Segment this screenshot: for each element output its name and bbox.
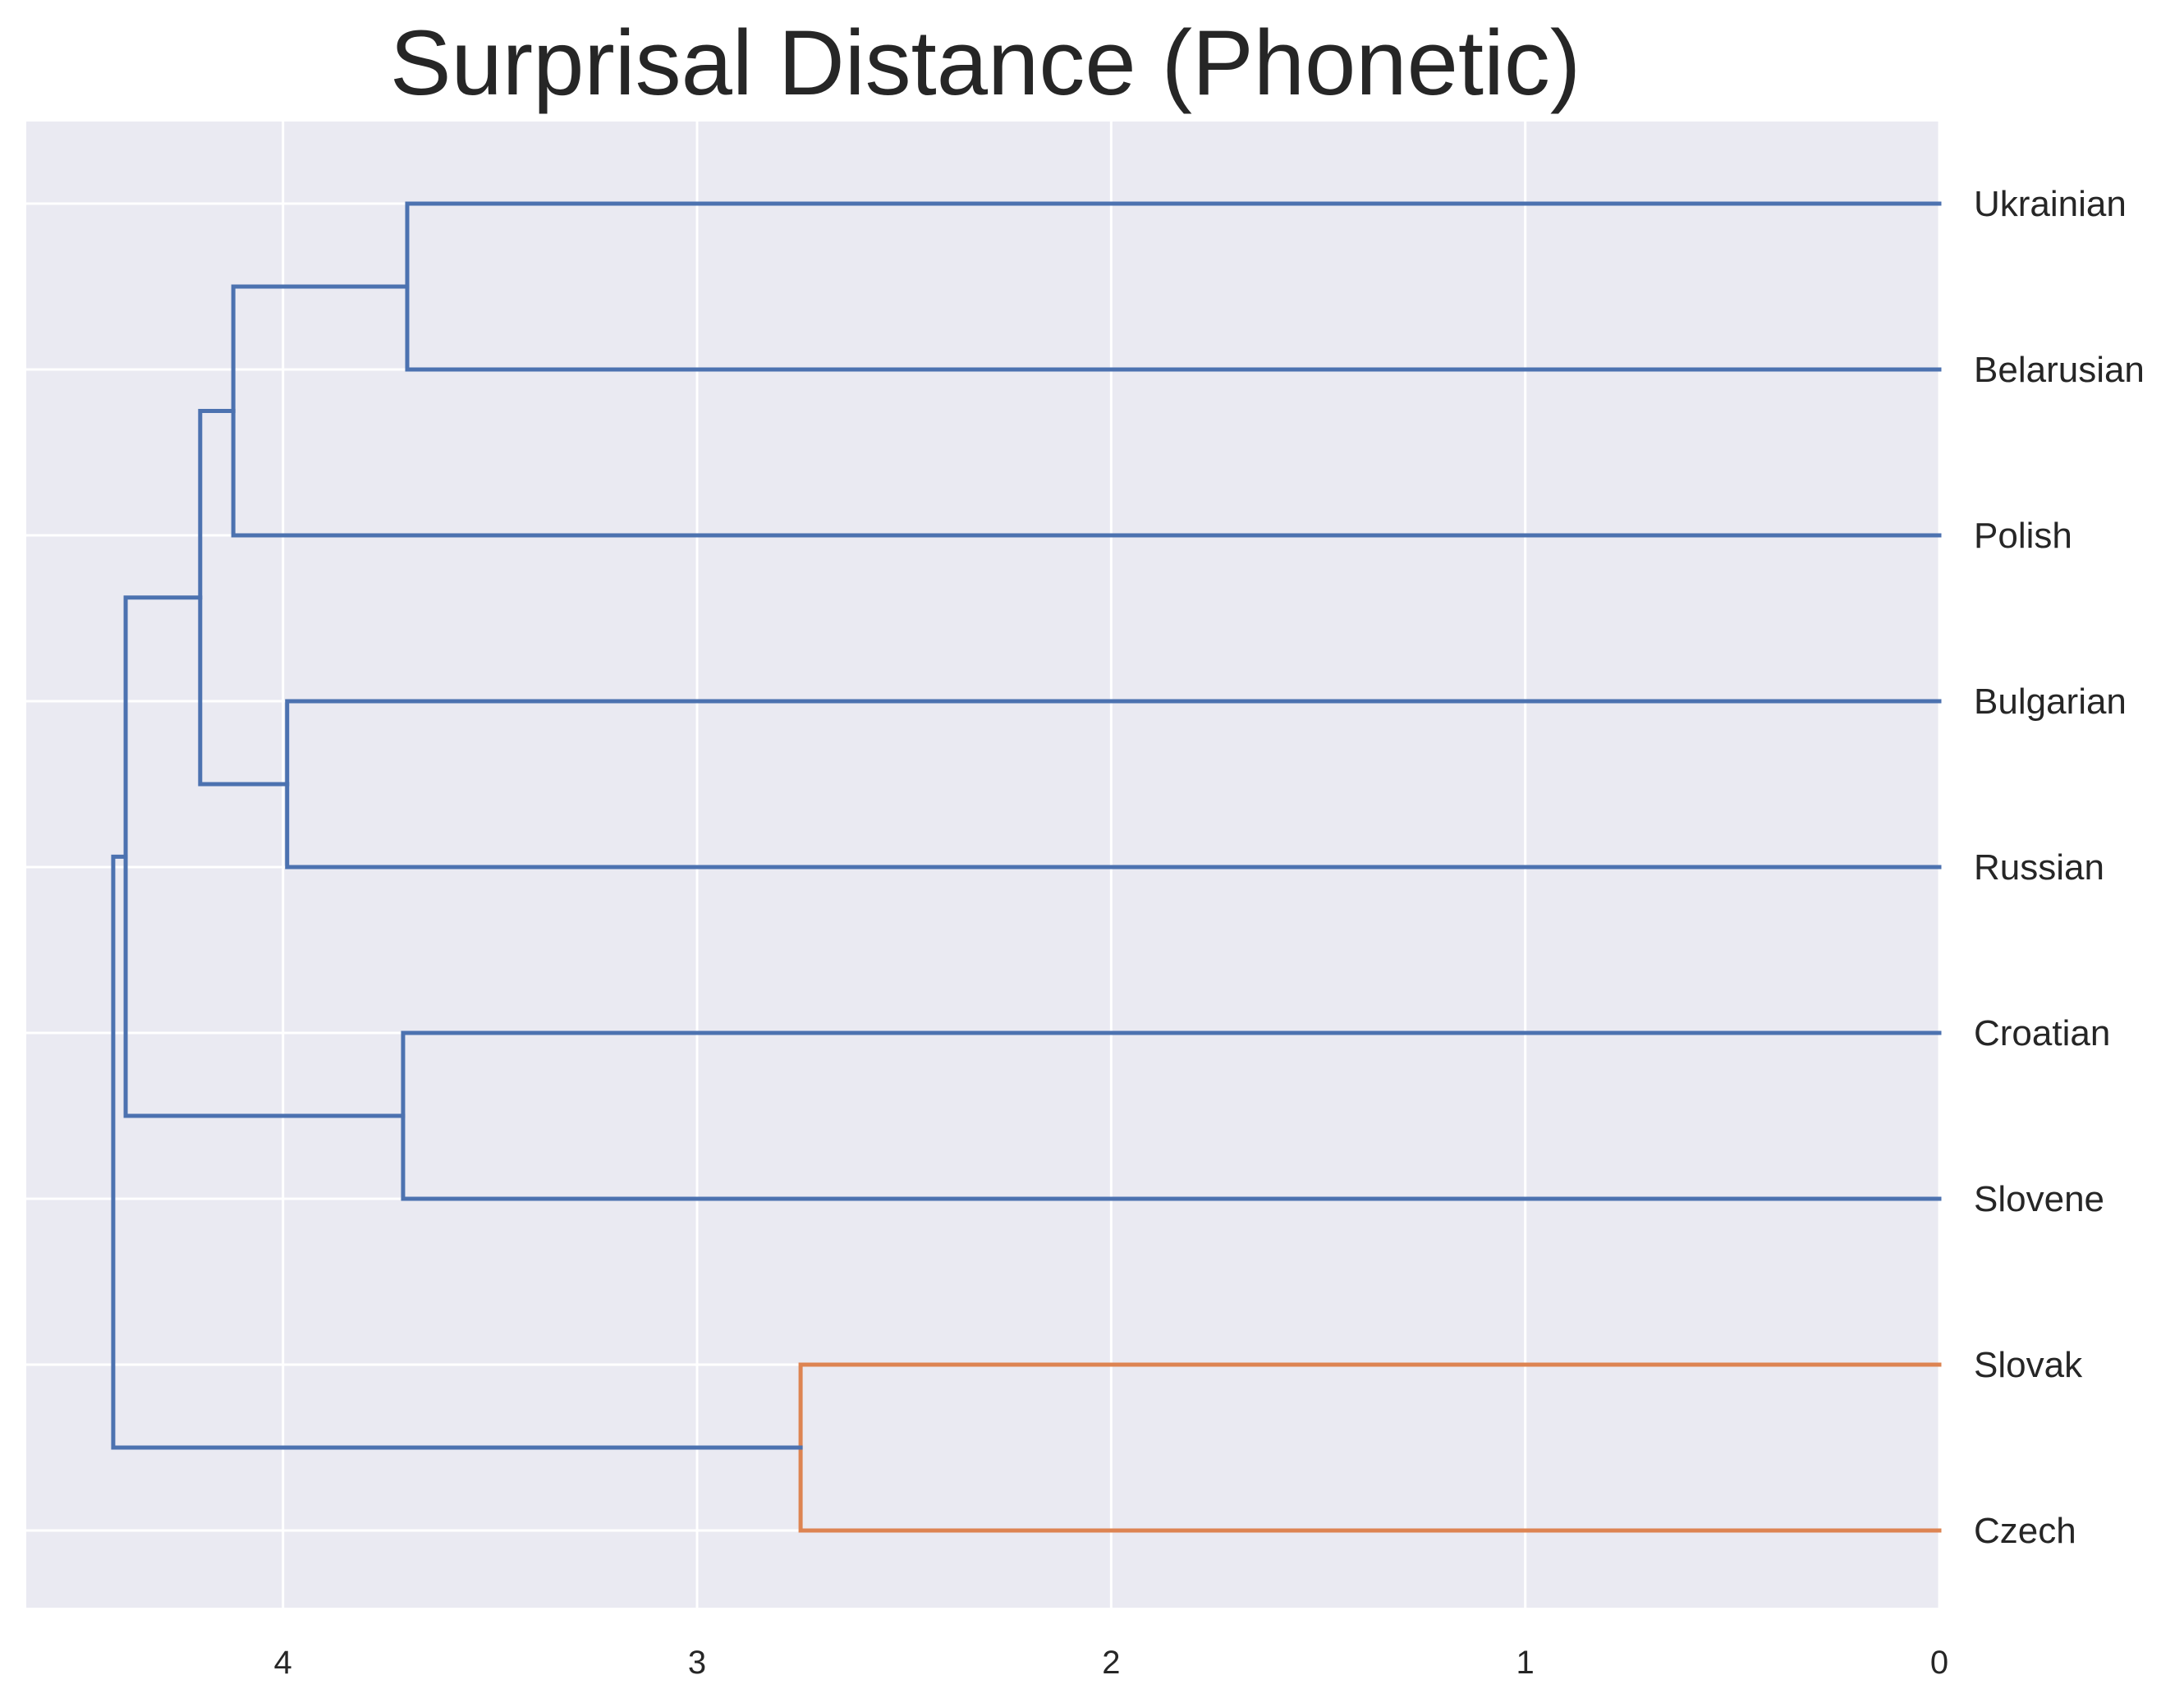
- x-tick-label: 4: [274, 1645, 292, 1681]
- plot-area: [26, 122, 1939, 1608]
- leaf-label: Polish: [1974, 516, 2072, 556]
- dendrogram-link: [111, 854, 803, 1450]
- dendrogram-links: [111, 201, 1942, 1533]
- leaf-label: Ukrainian: [1974, 184, 2127, 224]
- x-tick-label: 3: [688, 1645, 706, 1681]
- leaf-labels: Ukrainian Belarusian Polish Bulgarian Russia…: [1974, 184, 2145, 1551]
- leaf-label: Belarusian: [1974, 350, 2145, 390]
- x-axis-ticks: 4 3 2 1 0: [274, 1645, 1949, 1681]
- leaf-label: Slovene: [1974, 1179, 2104, 1219]
- x-tick-label: 2: [1102, 1645, 1120, 1681]
- leaf-label: Czech: [1974, 1511, 2076, 1551]
- leaf-label: Russian: [1974, 847, 2104, 888]
- chart-title: Surprisal Distance (Phonetic): [390, 11, 1581, 114]
- leaf-label: Croatian: [1974, 1013, 2110, 1053]
- x-tick-label: 1: [1516, 1645, 1535, 1681]
- x-tick-label: 0: [1930, 1645, 1948, 1681]
- leaf-label: Bulgarian: [1974, 681, 2127, 722]
- leaf-label: Slovak: [1974, 1345, 2083, 1385]
